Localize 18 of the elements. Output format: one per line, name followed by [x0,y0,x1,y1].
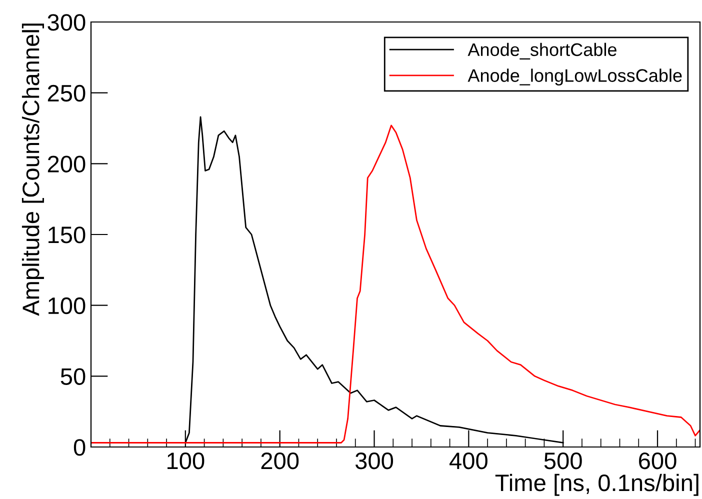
x-tick-label: 200 [261,452,299,470]
x-tick-label: 500 [544,452,582,470]
y-axis-title: Amplitude [Counts/Channel] [22,24,44,316]
legend-label: Anode_longLowLossCable [468,68,682,86]
x-axis-title: Time [ns, 0.1ns/bin] [495,474,698,496]
y-tick-label: 50 [60,368,86,385]
line-series [91,124,700,444]
y-tick-label: 300 [48,14,86,31]
y-tick-label: 150 [48,226,86,244]
y-tick-label: 200 [48,156,86,172]
y-tick-label: 0 [74,439,86,456]
x-tick-label: 300 [355,452,394,470]
x-tick-label: 400 [450,452,488,470]
x-tick-label: 600 [639,452,676,470]
y-tick-label: 100 [48,297,86,314]
legend-label: Anode_shortCable [468,42,616,60]
x-tick-label: 100 [168,452,204,470]
y-tick-label: 250 [48,84,86,102]
